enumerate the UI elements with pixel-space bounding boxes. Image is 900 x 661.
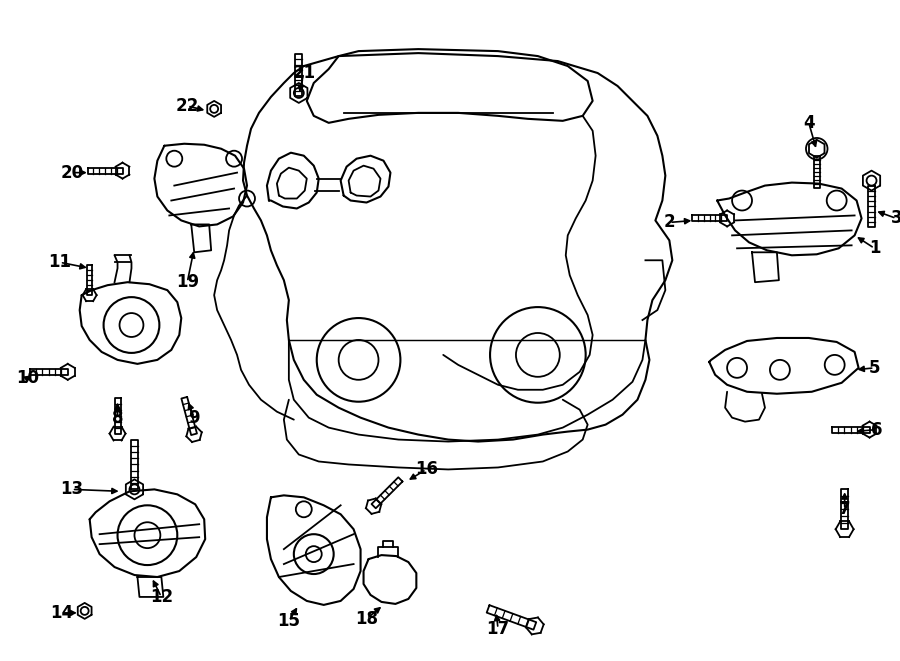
Text: 8: 8: [112, 408, 123, 426]
Text: 16: 16: [415, 461, 437, 479]
Text: 22: 22: [176, 97, 199, 115]
Text: 4: 4: [803, 114, 815, 132]
Text: 14: 14: [50, 604, 73, 622]
Text: 13: 13: [60, 481, 84, 498]
Text: 1: 1: [868, 239, 880, 257]
Text: 19: 19: [176, 273, 199, 292]
Text: 5: 5: [868, 359, 880, 377]
Text: 10: 10: [16, 369, 40, 387]
Text: 15: 15: [277, 612, 301, 630]
Text: 17: 17: [487, 620, 509, 638]
Text: 3: 3: [891, 210, 900, 227]
Text: 18: 18: [355, 610, 378, 628]
Text: 2: 2: [663, 214, 675, 231]
Text: 11: 11: [49, 253, 71, 271]
Text: 21: 21: [292, 64, 315, 82]
Text: 9: 9: [188, 408, 200, 426]
Text: 7: 7: [839, 500, 850, 518]
Text: 20: 20: [60, 164, 84, 182]
Text: 6: 6: [871, 420, 882, 439]
Text: 12: 12: [149, 588, 173, 606]
